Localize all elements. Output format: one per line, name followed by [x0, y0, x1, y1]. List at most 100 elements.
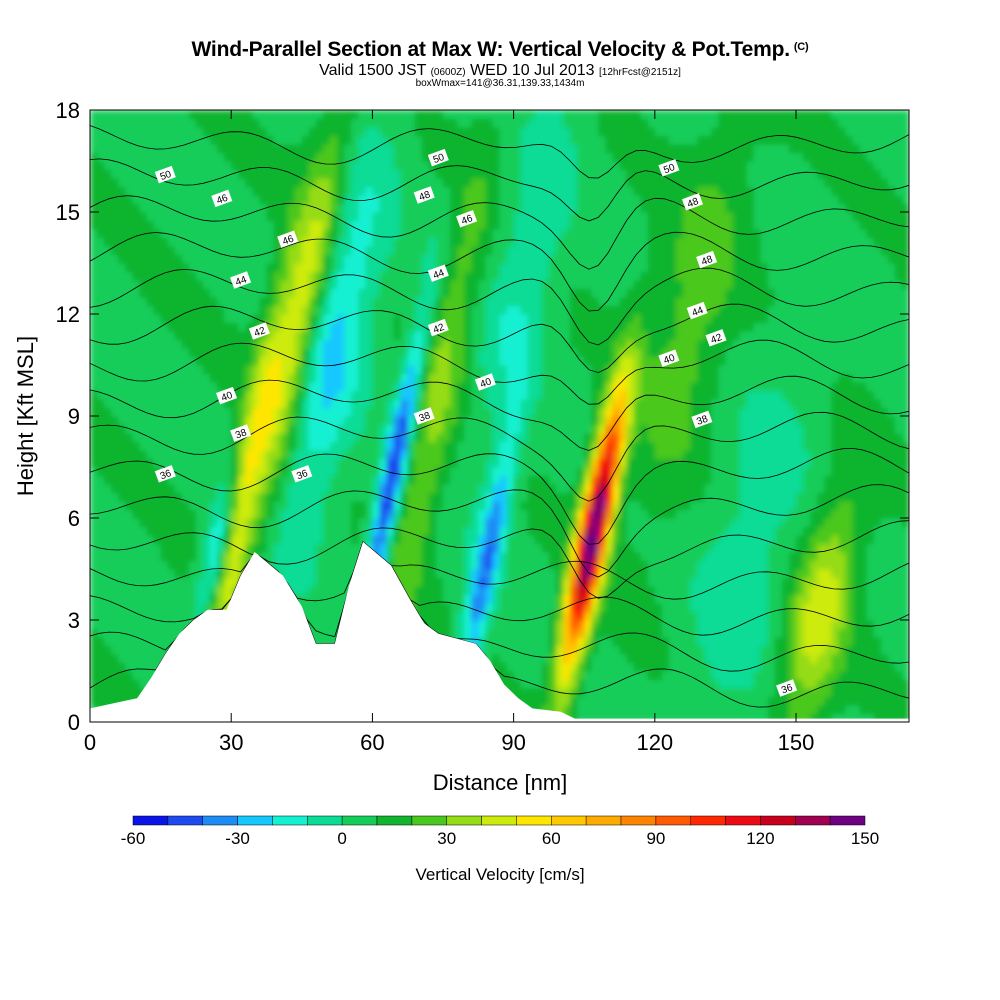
velocity-cell [90, 390, 98, 400]
velocity-cell [294, 518, 303, 528]
velocity-cell [358, 416, 366, 426]
velocity-cell [577, 645, 585, 655]
velocity-cell [527, 611, 536, 621]
velocity-cell [506, 654, 515, 664]
velocity-cell [259, 492, 268, 502]
velocity-cell [556, 144, 564, 154]
velocity-cell [499, 254, 508, 264]
velocity-cell [315, 484, 324, 494]
velocity-cell [167, 195, 176, 205]
velocity-cell [195, 518, 204, 528]
velocity-cell [513, 628, 522, 638]
velocity-cell [153, 441, 162, 451]
velocity-cell [443, 535, 451, 545]
velocity-cell [534, 645, 543, 655]
velocity-cell [167, 373, 176, 383]
velocity-cell [337, 586, 345, 596]
velocity-cell [464, 518, 472, 528]
velocity-cell [570, 458, 578, 468]
velocity-cell [428, 297, 437, 307]
velocity-cell [471, 543, 479, 553]
velocity-cell [217, 331, 225, 341]
velocity-cell [443, 526, 451, 536]
velocity-cell [203, 331, 211, 341]
velocity-cell [372, 407, 381, 417]
velocity-cell [153, 594, 162, 604]
velocity-cell [436, 203, 444, 213]
velocity-cell [485, 492, 494, 502]
velocity-cell [556, 348, 564, 358]
velocity-cell [266, 195, 275, 205]
velocity-cell [266, 535, 275, 545]
velocity-cell [330, 322, 338, 332]
velocity-cell [104, 458, 112, 468]
velocity-cell [224, 288, 232, 298]
velocity-cell [563, 441, 571, 451]
velocity-cell [90, 356, 98, 366]
velocity-cell [259, 212, 268, 222]
velocity-cell [330, 441, 338, 451]
velocity-cell [231, 577, 239, 587]
velocity-cell [527, 195, 536, 205]
velocity-cell [195, 586, 204, 596]
velocity-cell [160, 237, 169, 247]
velocity-cell [104, 637, 112, 647]
velocity-cell [464, 501, 472, 511]
velocity-cell [548, 671, 557, 681]
velocity-cell [436, 399, 444, 409]
velocity-cell [203, 305, 211, 315]
velocity-cell [195, 297, 204, 307]
velocity-cell [160, 628, 169, 638]
velocity-cell [195, 441, 204, 451]
velocity-cell [556, 305, 564, 315]
velocity-cell [301, 365, 310, 375]
velocity-cell [266, 492, 275, 502]
velocity-cell [351, 110, 359, 120]
velocity-cell [174, 246, 183, 256]
velocity-cell [97, 339, 105, 349]
velocity-cell [400, 144, 409, 154]
velocity-cell [266, 467, 275, 477]
velocity-cell [97, 535, 105, 545]
velocity-cell [294, 144, 303, 154]
velocity-cell [231, 144, 239, 154]
velocity-cell [372, 509, 381, 519]
velocity-cell [280, 288, 289, 298]
velocity-cell [238, 331, 246, 341]
velocity-cell [111, 212, 119, 222]
velocity-cell [181, 535, 190, 545]
velocity-cell [245, 526, 253, 536]
velocity-cell [393, 458, 402, 468]
velocity-cell [139, 543, 148, 553]
velocity-cell [400, 569, 409, 579]
velocity-cell [174, 560, 183, 570]
velocity-cell [132, 297, 141, 307]
velocity-cell [90, 696, 98, 706]
velocity-cell [414, 280, 423, 290]
velocity-cell [153, 178, 162, 188]
velocity-cell [153, 450, 162, 460]
velocity-cell [238, 127, 246, 137]
velocity-cell [315, 127, 324, 137]
velocity-cell [443, 288, 451, 298]
velocity-cell [534, 484, 543, 494]
velocity-cell [534, 220, 543, 230]
velocity-cell [534, 144, 543, 154]
velocity-cell [527, 603, 536, 613]
velocity-cell [506, 305, 515, 315]
velocity-cell [224, 560, 232, 570]
velocity-cell [90, 237, 98, 247]
velocity-cell [414, 118, 423, 128]
velocity-cell [499, 280, 508, 290]
velocity-cell [245, 339, 253, 349]
velocity-cell [379, 152, 388, 162]
velocity-cell [125, 280, 133, 290]
velocity-cell [513, 416, 522, 426]
velocity-cell [499, 620, 508, 630]
velocity-cell [174, 331, 183, 341]
velocity-cell [428, 127, 437, 137]
velocity-cell [294, 390, 303, 400]
velocity-cell [294, 339, 303, 349]
velocity-cell [478, 144, 486, 154]
velocity-cell [499, 611, 508, 621]
